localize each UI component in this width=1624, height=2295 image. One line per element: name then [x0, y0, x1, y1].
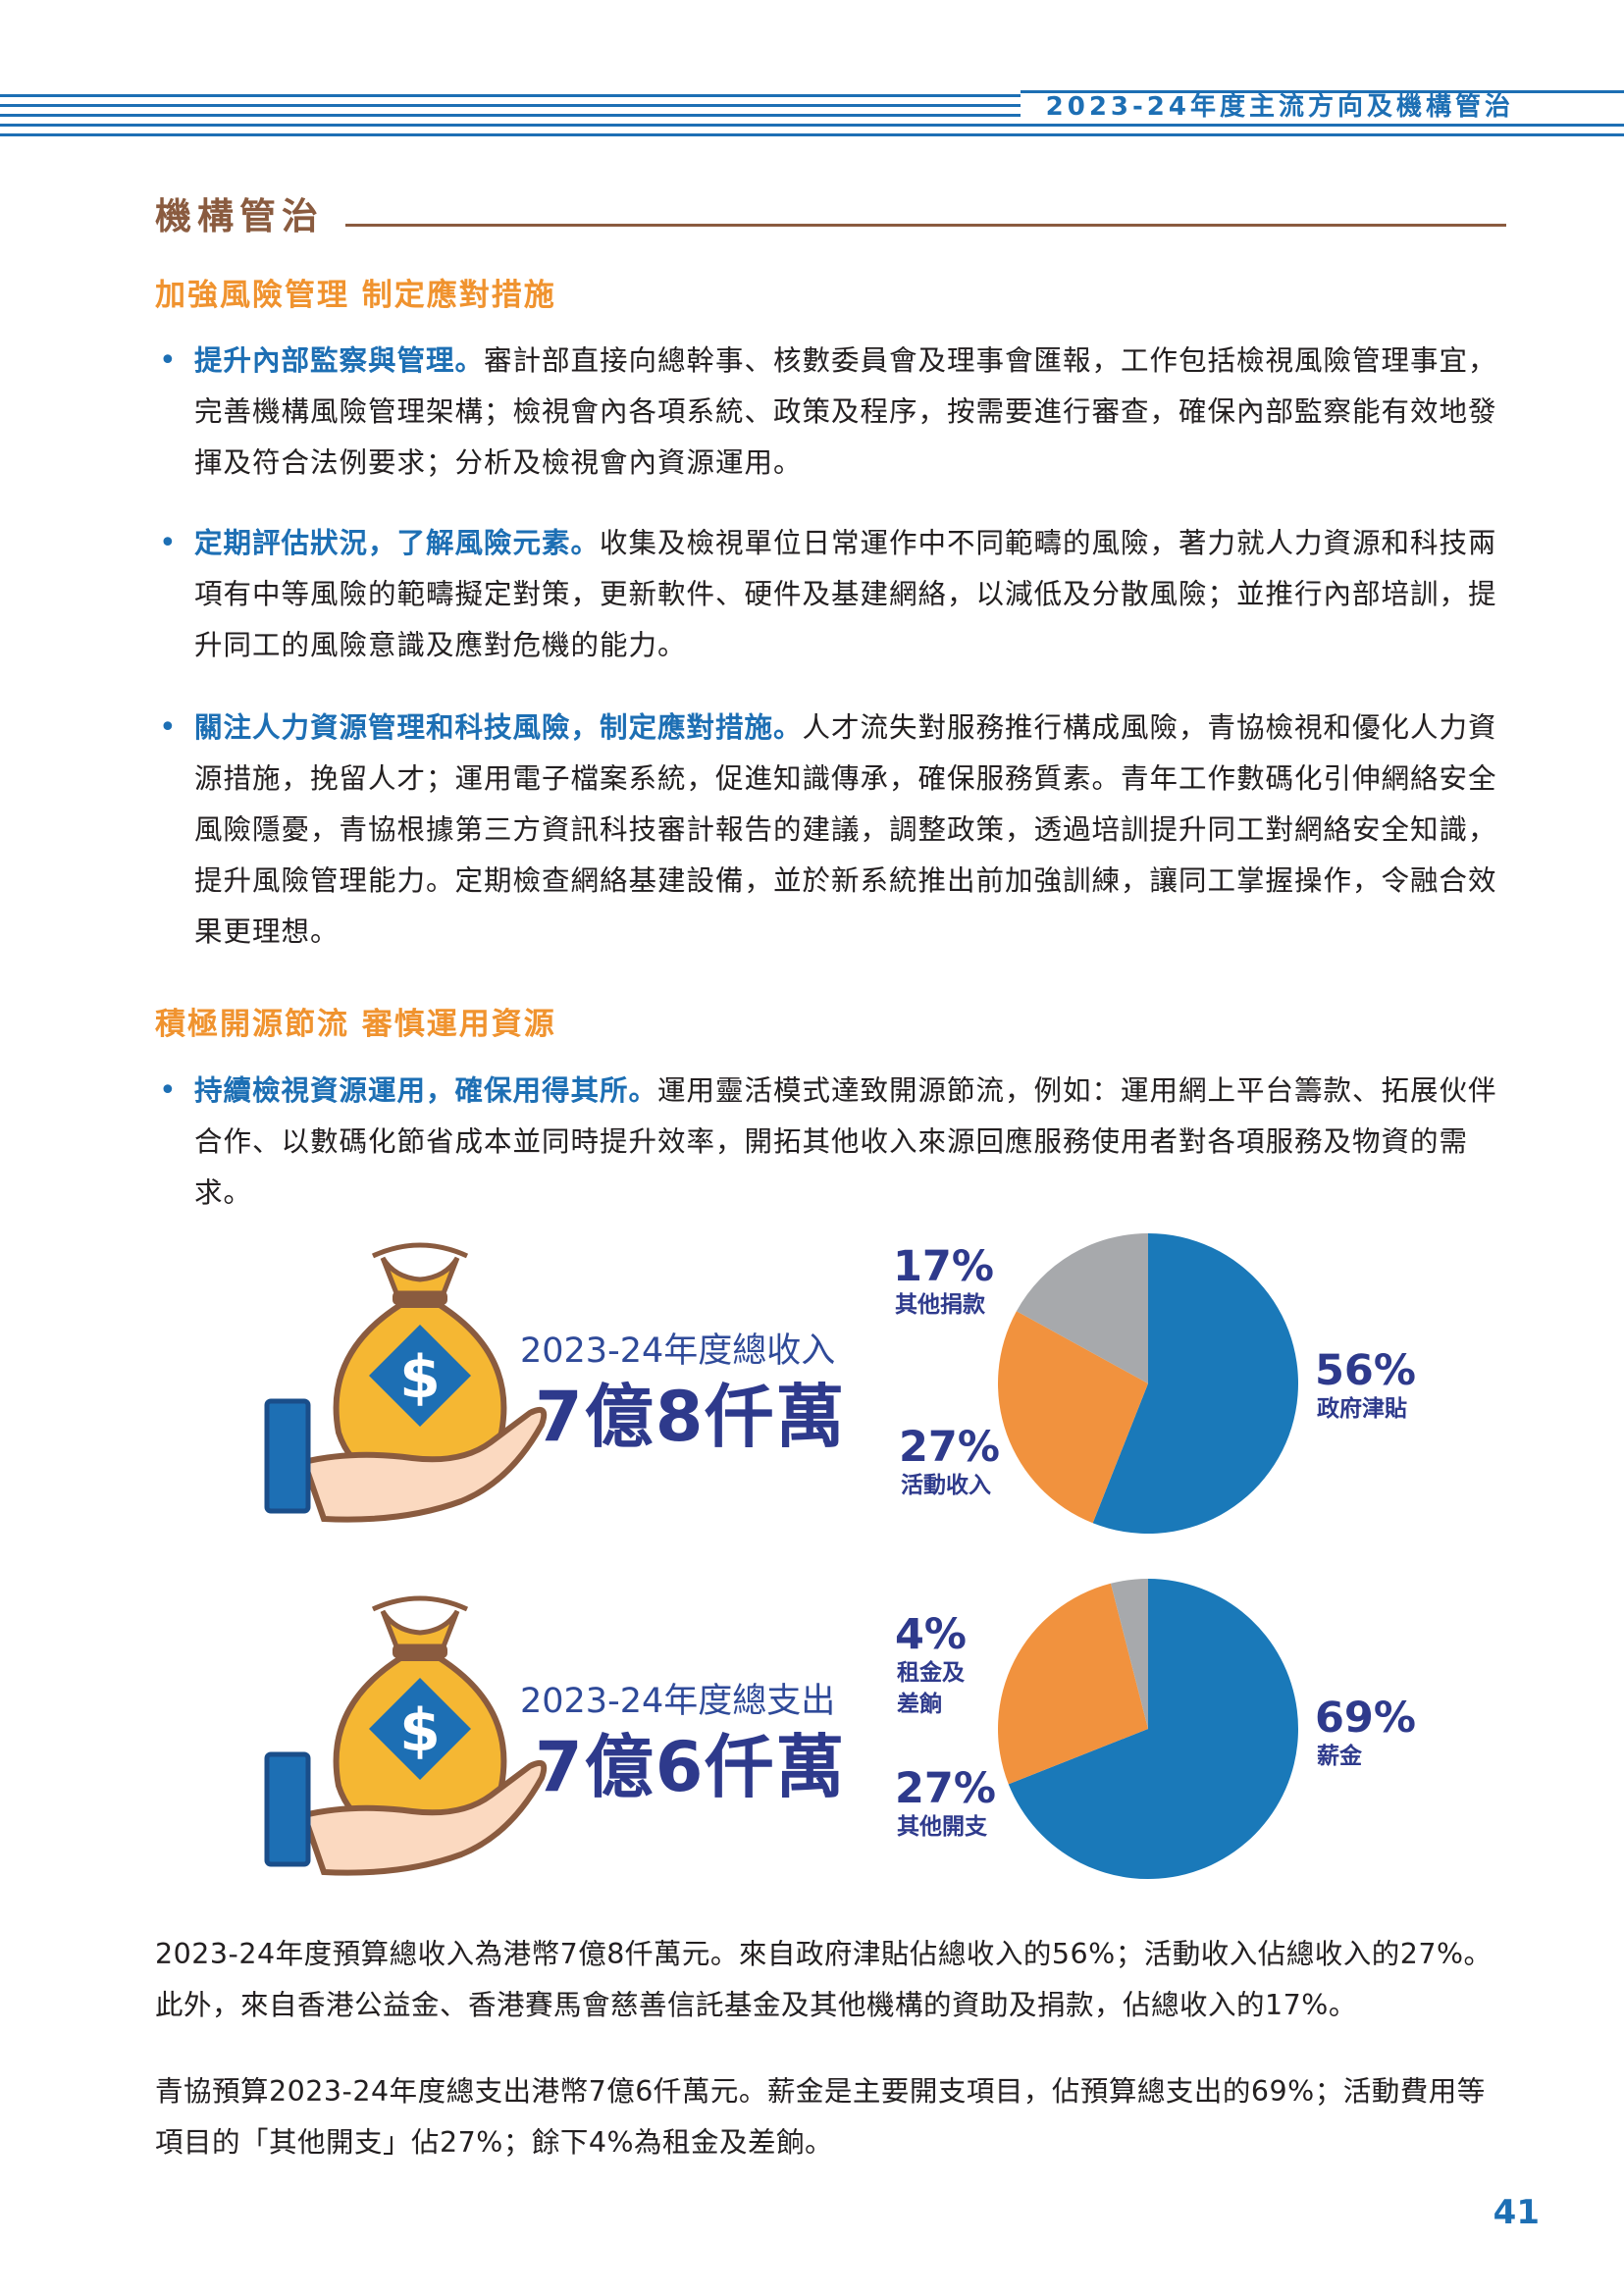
pie-label-pct: 56%	[1315, 1346, 1416, 1395]
income-paragraph: 2023-24年度預算總收入為港幣7億8仟萬元。來自政府津貼佔總收入的56%；活…	[155, 1938, 1493, 2021]
bullet-dot-icon: •	[159, 526, 178, 560]
subsection-title-risk: 加強風險管理 制定應對措施	[155, 278, 556, 313]
bullet-lead: 提升內部監察與管理。	[194, 344, 485, 377]
bullet-body: 收集及檢視單位日常運作中不同範疇的風險，著力就人力資源和科技兩項有中等風險的範疇…	[194, 527, 1497, 661]
header-rule-lines	[0, 90, 1624, 136]
pie-slice	[1016, 1233, 1148, 1383]
section-title: 機構管治	[155, 195, 324, 237]
bullet-body: 人才流失對服務推行構成風險，青協檢視和優化人力資源措施，挽留人才；運用電子檔案系…	[194, 711, 1497, 948]
bullet-lead: 持續檢視資源運用，確保用得其所。	[194, 1074, 658, 1107]
pie-label-text: 租金及差餉	[897, 1660, 965, 1717]
pie-slice	[998, 1583, 1148, 1785]
pie-label-pct: 17%	[893, 1242, 994, 1291]
income-pie-chart	[998, 1233, 1299, 1535]
pie-label-pct: 27%	[899, 1423, 1000, 1472]
pie-slice	[1092, 1233, 1299, 1535]
pie-label-pct: 27%	[895, 1764, 996, 1813]
bullet-dot-icon: •	[159, 1073, 178, 1108]
pie-label-text: 政府津貼	[1317, 1396, 1407, 1422]
bullet-item: • 提升內部監察與管理。審計部直接向總幹事、核數委員會及理事會匯報，工作包括檢視…	[155, 336, 1509, 489]
pie-slice	[998, 1311, 1148, 1524]
bullet-item: • 關注人力資源管理和科技風險，制定應對措施。人才流失對服務推行構成風險，青協檢…	[155, 703, 1509, 958]
running-header: 2023-24年度主流方向及機構管治	[1045, 92, 1514, 122]
expense-pie-chart	[998, 1579, 1299, 1879]
pie-label-text: 其他捐款	[895, 1292, 985, 1318]
pie-label-text: 其他開支	[897, 1814, 987, 1840]
bullet-lead: 關注人力資源管理和科技風險，制定應對措施。	[194, 711, 803, 744]
page-number: 41	[1493, 2193, 1540, 2232]
pie-label-pct: 4%	[895, 1610, 968, 1659]
income-caption: 2023-24年度總收入	[520, 1331, 836, 1371]
expense-paragraph: 青協預算2023-24年度總支出港幣7億6仟萬元。薪金是主要開支項目，佔預算總支…	[155, 2075, 1486, 2159]
expense-amount: 7億6仟萬	[535, 1727, 847, 1807]
bullet-body: 審計部直接向總幹事、核數委員會及理事會匯報，工作包括檢視風險管理事宜，完善機構風…	[194, 344, 1497, 479]
bullet-item: • 定期評估狀況，了解風險元素。收集及檢視單位日常運作中不同範疇的風險，著力就人…	[155, 518, 1509, 671]
bullet-body: 運用靈活模式達致開源節流，例如：運用網上平台籌款、拓展伙伴合作、以數碼化節省成本…	[194, 1074, 1497, 1209]
income-amount: 7億8仟萬	[535, 1377, 847, 1457]
money-bag-hand-icon: $	[264, 1595, 548, 1876]
pie-label-text: 薪金	[1317, 1744, 1362, 1769]
expense-caption: 2023-24年度總支出	[520, 1682, 836, 1721]
bullet-dot-icon: •	[159, 710, 178, 745]
bullet-item: • 持續檢視資源運用，確保用得其所。運用靈活模式達致開源節流，例如：運用網上平台…	[155, 1066, 1509, 1219]
bullet-lead: 定期評估狀況，了解風險元素。	[194, 527, 601, 559]
pie-slice	[1008, 1579, 1299, 1879]
pie-label-text: 活動收入	[901, 1473, 991, 1498]
subsection-title-resources: 積極開源節流 審慎運用資源	[155, 1007, 556, 1042]
pie-slice	[1110, 1579, 1148, 1729]
pie-label-pct: 69%	[1315, 1694, 1416, 1743]
money-bag-hand-icon: $	[264, 1242, 548, 1523]
bullet-dot-icon: •	[159, 343, 178, 378]
svg-text:$: $	[399, 1343, 441, 1412]
section-rule	[345, 224, 1506, 227]
svg-text:$: $	[399, 1696, 441, 1765]
